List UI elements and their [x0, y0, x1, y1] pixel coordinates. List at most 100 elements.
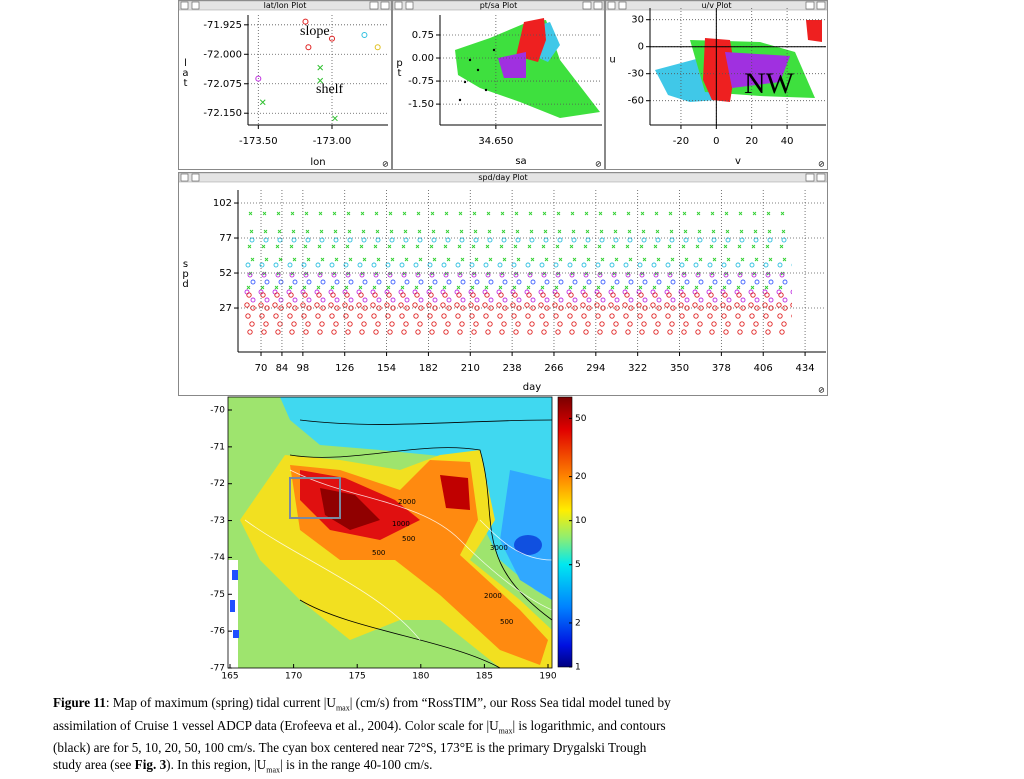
spd-cloud	[244, 190, 792, 352]
subscript: max	[498, 726, 513, 736]
resize-icon: ⊘	[818, 160, 825, 169]
x-tick-label: 165	[221, 672, 238, 682]
x-tick-label: 84	[276, 363, 289, 374]
x-tick-label: 154	[377, 363, 396, 374]
window-icon	[394, 1, 403, 10]
x-tick-label: 40	[781, 136, 794, 147]
caption-text: : Map of maximum (spring) tidal current …	[105, 695, 336, 710]
colorbar-tick-label: 20	[575, 472, 587, 482]
caption-text: study area (see	[53, 757, 135, 773]
window-icon	[805, 173, 815, 182]
panel-frame	[178, 0, 392, 170]
x-tick-label: -20	[673, 136, 689, 147]
x-tick-label: -173.50	[239, 136, 278, 147]
x-tick-label: 185	[476, 672, 493, 682]
x-axis-label: sa	[515, 156, 526, 167]
window-icon	[816, 173, 826, 182]
title-bar	[178, 172, 828, 183]
x-tick-label: 175	[349, 672, 366, 682]
annotation: slope	[300, 24, 330, 39]
x-tick-label: 34.650	[478, 136, 513, 147]
y-tick-label: 77	[219, 233, 232, 244]
study-box	[289, 477, 341, 519]
y-tick-label: 0.00	[412, 53, 434, 64]
point	[374, 44, 381, 51]
contour-label: 2000	[398, 498, 416, 506]
caption-text: | is logarithmic, and contours	[512, 717, 666, 733]
y-tick-label: -72.075	[203, 79, 242, 90]
y-tick-label: -74	[210, 553, 225, 563]
x-tick-label: 180	[412, 672, 429, 682]
window-icon	[805, 1, 815, 10]
caption-text: | (cm/s) from “RossTIM”, our Ross Sea ti…	[349, 695, 671, 710]
caption: Figure 11: Map of maximum (spring) tidal…	[53, 694, 793, 779]
y-tick-label: -60	[628, 96, 644, 107]
y-axis-label: lat	[180, 58, 191, 88]
contour-label: 3000	[490, 544, 508, 552]
contour-labels: 2000 1000 500 3000 2000 500 500	[372, 498, 513, 626]
map-field	[228, 397, 552, 668]
caption-text: (black) are for 5, 10, 20, 50, 100 cm/s.…	[53, 740, 647, 756]
y-tick-label: -30	[628, 69, 644, 80]
figure-ref: Fig. 3	[134, 757, 167, 773]
resize-icon: ⊘	[595, 160, 602, 169]
y-tick-label: 102	[213, 198, 232, 209]
point	[302, 18, 309, 25]
x-tick-label: 190	[539, 672, 556, 682]
window-icon	[582, 1, 592, 10]
x-tick-label: 322	[628, 363, 647, 374]
point	[332, 115, 338, 122]
panel-frame	[605, 0, 828, 170]
colorbar	[557, 396, 573, 668]
window-icon	[618, 1, 627, 10]
panel-title: spd/day Plot	[478, 173, 527, 182]
y-tick-label: -71	[210, 442, 225, 452]
y-axis-label: pt	[394, 58, 405, 78]
point	[361, 32, 368, 39]
title-bar	[392, 0, 605, 11]
y-tick-label: -70	[210, 406, 225, 416]
x-tick-label: 170	[285, 672, 302, 682]
window-icon	[191, 1, 200, 10]
y-tick-label: -72.000	[203, 49, 242, 60]
subscript: max	[266, 765, 281, 775]
annotation: NW	[744, 67, 795, 100]
title-bar	[178, 0, 392, 11]
x-tick-label: 406	[754, 363, 773, 374]
caption-line: (black) are for 5, 10, 20, 50, 100 cm/s.…	[53, 739, 793, 756]
y-tick-label: -76	[210, 627, 225, 637]
subscript: max	[335, 703, 350, 713]
y-axis-label: spd	[180, 259, 191, 289]
figure-label: Figure 11	[53, 695, 106, 710]
x-tick-label: 238	[503, 363, 522, 374]
window-icon	[369, 1, 379, 10]
caption-text: ). In this region, |U	[166, 757, 267, 773]
window-icon	[180, 1, 189, 10]
point	[329, 35, 335, 42]
y-tick-label: 30	[631, 15, 644, 26]
annotation: shelf	[316, 82, 344, 97]
caption-text: | is in the range 40-100 cm/s.	[280, 757, 433, 773]
y-tick-label: 0.75	[412, 30, 434, 41]
panel-title: u/v Plot	[701, 1, 731, 10]
y-tick-label: 0	[638, 42, 644, 53]
window-icon	[180, 173, 189, 182]
colorbar-tick-label: 1	[575, 663, 581, 673]
colorbar-tick-label: 10	[575, 516, 587, 526]
x-tick-label: 0	[713, 136, 719, 147]
window-icon	[607, 1, 616, 10]
point	[305, 44, 312, 51]
caption-text: assimilation of Cruise 1 vessel ADCP dat…	[53, 717, 499, 733]
x-tick-label: 20	[745, 136, 758, 147]
x-tick-label: 126	[335, 363, 354, 374]
x-tick-label: 182	[419, 363, 438, 374]
point	[259, 99, 266, 106]
caption-line: assimilation of Cruise 1 vessel ADCP dat…	[53, 717, 793, 740]
window-icon	[405, 1, 414, 10]
window-icon	[380, 1, 390, 10]
colorbar-tick-label: 50	[575, 414, 587, 424]
colorbar-tick-label: 5	[575, 560, 581, 570]
y-tick-label: -77	[210, 664, 225, 674]
y-axis-label: u	[607, 55, 618, 65]
